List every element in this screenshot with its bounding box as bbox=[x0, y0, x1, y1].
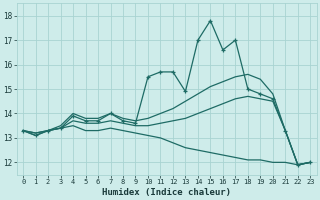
X-axis label: Humidex (Indice chaleur): Humidex (Indice chaleur) bbox=[102, 188, 231, 197]
